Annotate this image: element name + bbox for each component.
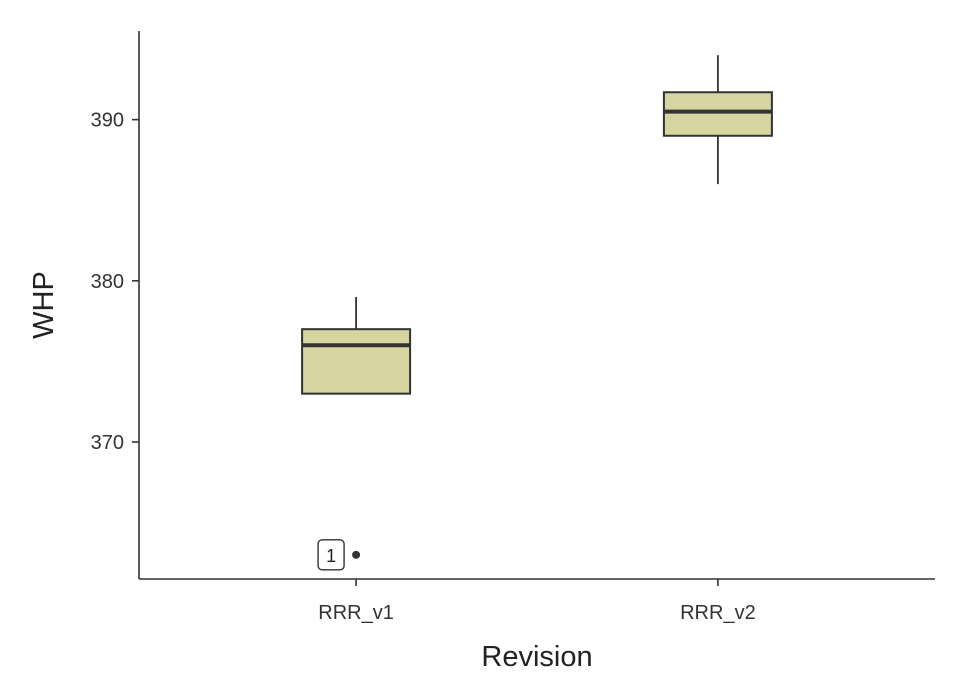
x-tick-label: RRR_v2 [680,602,756,624]
x-ticks: RRR_v1 RRR_v2 [318,579,756,624]
outlier-label: 1 [326,546,336,566]
box-RRR_v2 [662,55,773,185]
y-ticks: 370 380 390 [91,110,139,454]
box-body [662,91,773,137]
y-axis-title: WHP [28,271,60,339]
box-RRR_v1: 1 [301,296,412,571]
box-body [301,328,412,395]
axes [138,31,935,580]
outlier-point [352,550,361,559]
x-tick-label: RRR_v1 [318,602,394,624]
y-tick-label: 390 [91,110,124,132]
x-axis-title: Revision [481,641,592,673]
y-tick-label: 370 [91,432,124,454]
y-tick-label: 380 [91,271,124,293]
boxes: 1 [301,55,773,571]
outlier-label-box [317,539,345,571]
